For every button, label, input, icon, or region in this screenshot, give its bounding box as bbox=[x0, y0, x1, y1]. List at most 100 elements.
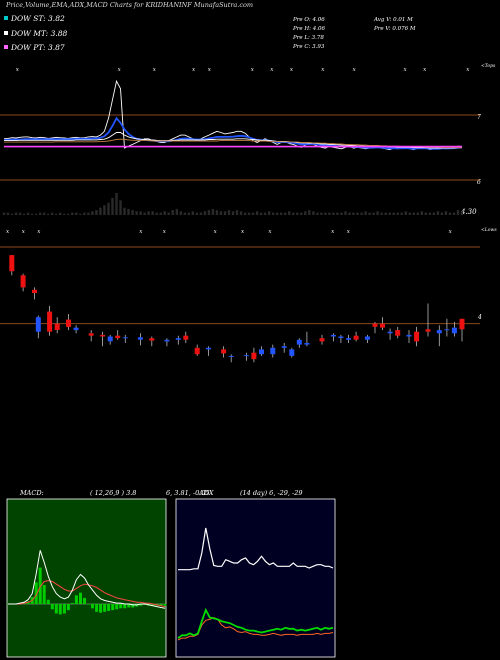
volume-bar bbox=[316, 212, 319, 215]
ema-marker: x bbox=[321, 67, 325, 73]
plus-di-line bbox=[177, 607, 334, 639]
candle-body bbox=[372, 323, 378, 327]
ema-marker: x bbox=[16, 67, 20, 73]
volume-bar bbox=[143, 212, 146, 215]
volume-bar bbox=[428, 212, 432, 215]
candle-body bbox=[346, 338, 351, 340]
candle-body bbox=[296, 339, 302, 345]
candle-body bbox=[414, 331, 420, 342]
volume-bar bbox=[259, 212, 263, 215]
candle-body bbox=[206, 347, 211, 350]
volume-bar bbox=[179, 211, 182, 215]
candle-body bbox=[304, 343, 310, 345]
volume-bar bbox=[127, 208, 130, 215]
ema-volume-panel: <Tops 7 6 4.30 x x x x x x x x x x x x x bbox=[0, 63, 496, 216]
candle-body bbox=[459, 318, 465, 330]
ema-marker: x bbox=[466, 67, 470, 73]
volume-bar bbox=[320, 212, 323, 215]
volume-bar bbox=[231, 211, 235, 215]
volume-bar bbox=[171, 210, 174, 215]
candle-body bbox=[259, 349, 264, 355]
volume-bar bbox=[75, 212, 78, 215]
macd-histogram-bar bbox=[38, 567, 42, 604]
volume-bar bbox=[227, 210, 231, 215]
minus-di-line bbox=[177, 616, 334, 641]
volume-bar bbox=[159, 212, 162, 215]
volume-bar bbox=[452, 212, 456, 215]
volume-bar bbox=[436, 211, 440, 215]
candle-marker: x bbox=[449, 229, 453, 235]
volume-bar bbox=[135, 211, 138, 215]
candle-marker: x bbox=[163, 229, 167, 235]
candle-marker: x bbox=[22, 229, 26, 235]
volume-bar bbox=[26, 212, 30, 215]
ema-marker: x bbox=[404, 67, 408, 73]
volume-bar bbox=[191, 211, 194, 215]
macd-histogram-bar bbox=[99, 604, 103, 613]
macd-histogram-bar bbox=[46, 599, 50, 604]
volume-bar bbox=[292, 212, 295, 215]
volume-bar bbox=[460, 211, 464, 215]
ema-tick-6: 6 bbox=[477, 179, 481, 186]
candle-marker: x bbox=[268, 229, 272, 235]
volume-bar bbox=[255, 211, 259, 215]
candle-body bbox=[164, 339, 170, 342]
macd-histogram-bar bbox=[42, 584, 46, 604]
volume-bar bbox=[444, 211, 448, 215]
volume-bar bbox=[251, 212, 255, 215]
volume-bar bbox=[34, 213, 38, 215]
macd-histogram-bar bbox=[95, 604, 99, 612]
volume-bar bbox=[324, 212, 327, 215]
dow-mt-swatch bbox=[4, 31, 8, 35]
volume-bar bbox=[103, 205, 106, 215]
volume-bar bbox=[63, 213, 66, 215]
volume-bar bbox=[203, 211, 207, 215]
volume-bar bbox=[87, 212, 90, 215]
macd-histogram-bar bbox=[87, 604, 90, 605]
volume-bar bbox=[272, 212, 275, 215]
volume-bar bbox=[336, 212, 339, 215]
candle-body bbox=[330, 334, 336, 337]
volume-bar bbox=[223, 211, 227, 215]
volume-bar bbox=[408, 212, 411, 215]
candle-body bbox=[66, 319, 71, 327]
volume-bar bbox=[183, 212, 186, 215]
candle-body bbox=[32, 289, 37, 293]
volume-bar bbox=[308, 210, 311, 215]
candle-body bbox=[338, 336, 344, 339]
volume-bar bbox=[155, 212, 158, 215]
candle-body bbox=[122, 337, 128, 339]
volume-bar bbox=[119, 200, 122, 215]
candle-body bbox=[73, 327, 79, 331]
candle-body bbox=[289, 349, 295, 356]
macd-histogram-bar bbox=[131, 604, 135, 608]
volume-bar bbox=[51, 212, 54, 215]
volume-bar bbox=[296, 212, 299, 215]
macd-histogram-bar bbox=[66, 604, 70, 611]
candle-body bbox=[35, 317, 41, 332]
macd-histogram-bar bbox=[111, 604, 115, 611]
ema-marker: x bbox=[208, 67, 212, 73]
macd-panel bbox=[6, 550, 167, 615]
ema-tick-7: 7 bbox=[477, 114, 481, 121]
candle-marker: x bbox=[241, 229, 245, 235]
candle-body bbox=[243, 355, 249, 357]
ema-marker: x bbox=[353, 67, 357, 73]
volume-bar bbox=[416, 212, 419, 215]
volume-bar bbox=[195, 212, 198, 215]
candle-body bbox=[444, 329, 450, 331]
candle-body bbox=[436, 330, 442, 334]
candle-body bbox=[183, 335, 189, 340]
volume-bar bbox=[300, 212, 303, 215]
macd-histogram-bar bbox=[50, 604, 54, 610]
candle-body bbox=[194, 347, 200, 355]
volume-bar bbox=[280, 212, 283, 215]
macd-values: 6, 3.81, -0.05 bbox=[166, 489, 210, 497]
volume-bar bbox=[235, 210, 239, 215]
adx-panel bbox=[177, 527, 334, 641]
macd-histogram-bar bbox=[83, 597, 86, 604]
volume-bar bbox=[380, 212, 383, 215]
volume-bar bbox=[420, 211, 423, 215]
volume-bar bbox=[263, 212, 267, 215]
adx-plot-area bbox=[175, 498, 336, 658]
